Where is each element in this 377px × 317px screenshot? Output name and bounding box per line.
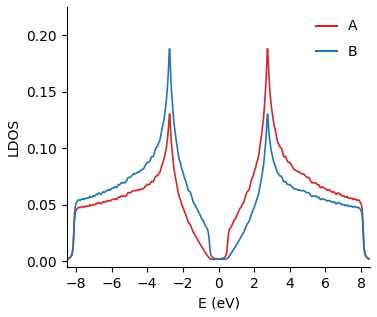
A bbox=[307, 176, 311, 180]
Line: A: A bbox=[65, 49, 372, 260]
B bbox=[369, 258, 374, 262]
B bbox=[290, 185, 295, 189]
Line: B: B bbox=[65, 49, 372, 260]
B bbox=[63, 257, 67, 261]
Y-axis label: LDOS: LDOS bbox=[7, 118, 21, 156]
X-axis label: E (eV): E (eV) bbox=[198, 296, 239, 310]
A bbox=[174, 180, 178, 184]
A bbox=[258, 144, 262, 148]
A bbox=[265, 47, 270, 51]
B bbox=[167, 47, 172, 51]
Legend: A, B: A, B bbox=[310, 14, 363, 64]
B bbox=[258, 184, 262, 188]
B bbox=[174, 138, 179, 142]
B bbox=[78, 198, 83, 202]
A bbox=[78, 205, 83, 209]
B bbox=[244, 223, 249, 227]
A bbox=[63, 258, 67, 262]
A bbox=[290, 165, 295, 169]
A bbox=[369, 257, 374, 261]
A bbox=[244, 191, 249, 194]
B bbox=[307, 191, 311, 195]
